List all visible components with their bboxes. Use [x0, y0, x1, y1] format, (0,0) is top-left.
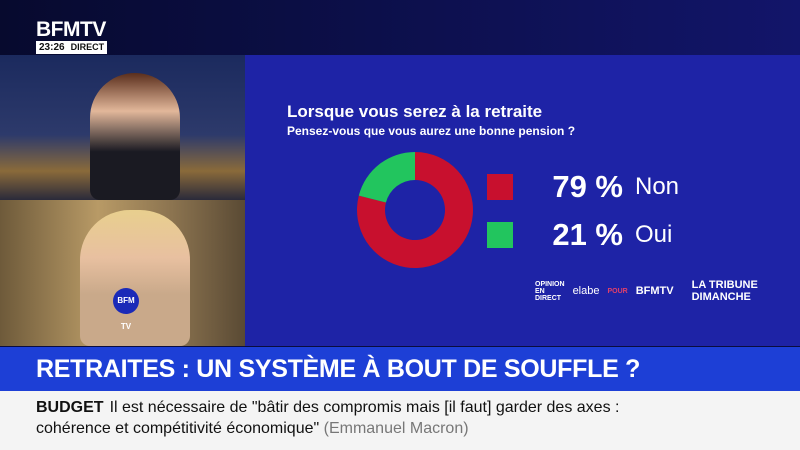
ticker-line1: Il est nécessaire de "bâtir des compromi…	[109, 399, 620, 416]
poll-panel: Lorsque vous serez à la retraite Pensez-…	[245, 55, 800, 346]
poll-title: Lorsque vous serez à la retraite	[287, 102, 543, 121]
news-ticker: BUDGET Il est nécessaire de "bâtir des co…	[0, 391, 800, 450]
donut-slice-non	[357, 152, 473, 268]
headline-banner: RETRAITES : UN SYSTÈME À BOUT DE SOUFFLE…	[0, 347, 800, 391]
donut-chart	[357, 152, 473, 268]
poll-sources: OPINION EN DIRECT elabe POUR BFMTV LA TR…	[535, 279, 800, 303]
legend-swatch-oui	[487, 222, 513, 248]
poll-question: Pensez-vous que vous aurez une bonne pen…	[287, 124, 576, 138]
label-oui: Oui	[635, 221, 673, 248]
donut-slice-oui	[358, 152, 415, 203]
studio-video	[0, 55, 245, 200]
legend-oui: 21 % Oui	[487, 217, 672, 253]
top-bar: BFMTV 23:26 DIRECT	[0, 0, 800, 55]
label-non: Non	[635, 173, 680, 200]
microphone: BFM TV	[113, 288, 139, 331]
bfmtv-source-logo: BFMTV	[635, 285, 674, 297]
reporter-video: BFM TV	[0, 200, 245, 346]
bfmtv-logo: BFMTV	[36, 18, 106, 41]
ticker-tag: BUDGET	[36, 399, 104, 416]
value-oui: 21 %	[552, 217, 623, 252]
value-non: 79 %	[552, 169, 623, 204]
elabe-logo: elabe	[572, 285, 600, 297]
live-label: DIRECT	[70, 42, 105, 52]
opinion-en-direct-logo: OPINION EN DIRECT	[535, 280, 565, 302]
presenter	[90, 73, 180, 200]
reporter	[80, 210, 190, 346]
ticker-line2: cohérence et compétitivité économique"	[36, 420, 320, 437]
time: 23:26	[39, 42, 65, 53]
la-tribune-logo: LA TRIBUNE DIMANCHE	[691, 279, 758, 303]
ticker-attribution: (Emmanuel Macron)	[323, 420, 469, 437]
clock-badge: 23:26 DIRECT	[36, 41, 108, 54]
legend-swatch-non	[487, 174, 513, 200]
legend-non: 79 % Non	[487, 169, 679, 205]
pour-label: POUR	[607, 287, 628, 295]
